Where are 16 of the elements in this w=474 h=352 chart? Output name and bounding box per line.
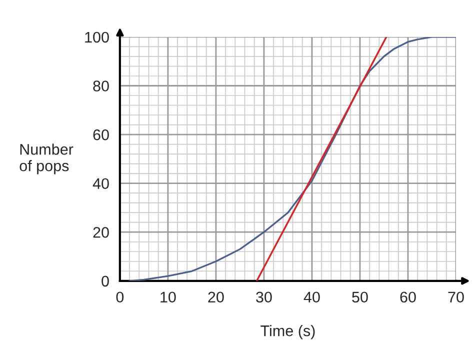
y-tick-label: 60 xyxy=(93,129,109,140)
y-tick-label: 100 xyxy=(85,32,109,43)
x-tick-label: 50 xyxy=(352,292,368,303)
x-axis-title: Time (s) xyxy=(260,325,315,340)
y-tick-label: 80 xyxy=(93,80,109,92)
y-tick-label: 40 xyxy=(92,178,109,190)
x-tick-label: 60 xyxy=(400,292,416,303)
x-tick-label: 30 xyxy=(256,292,272,303)
x-tick-label: 0 xyxy=(116,292,124,303)
y-tick-label: 20 xyxy=(93,226,109,238)
x-tick-label: 70 xyxy=(448,292,464,303)
x-tick-label: 20 xyxy=(208,292,224,303)
x-tick-label: 40 xyxy=(304,292,320,303)
y-axis-title: Number of pops xyxy=(20,144,74,174)
y-tick-label: 0 xyxy=(102,276,109,287)
x-tick-label: 10 xyxy=(160,292,176,303)
